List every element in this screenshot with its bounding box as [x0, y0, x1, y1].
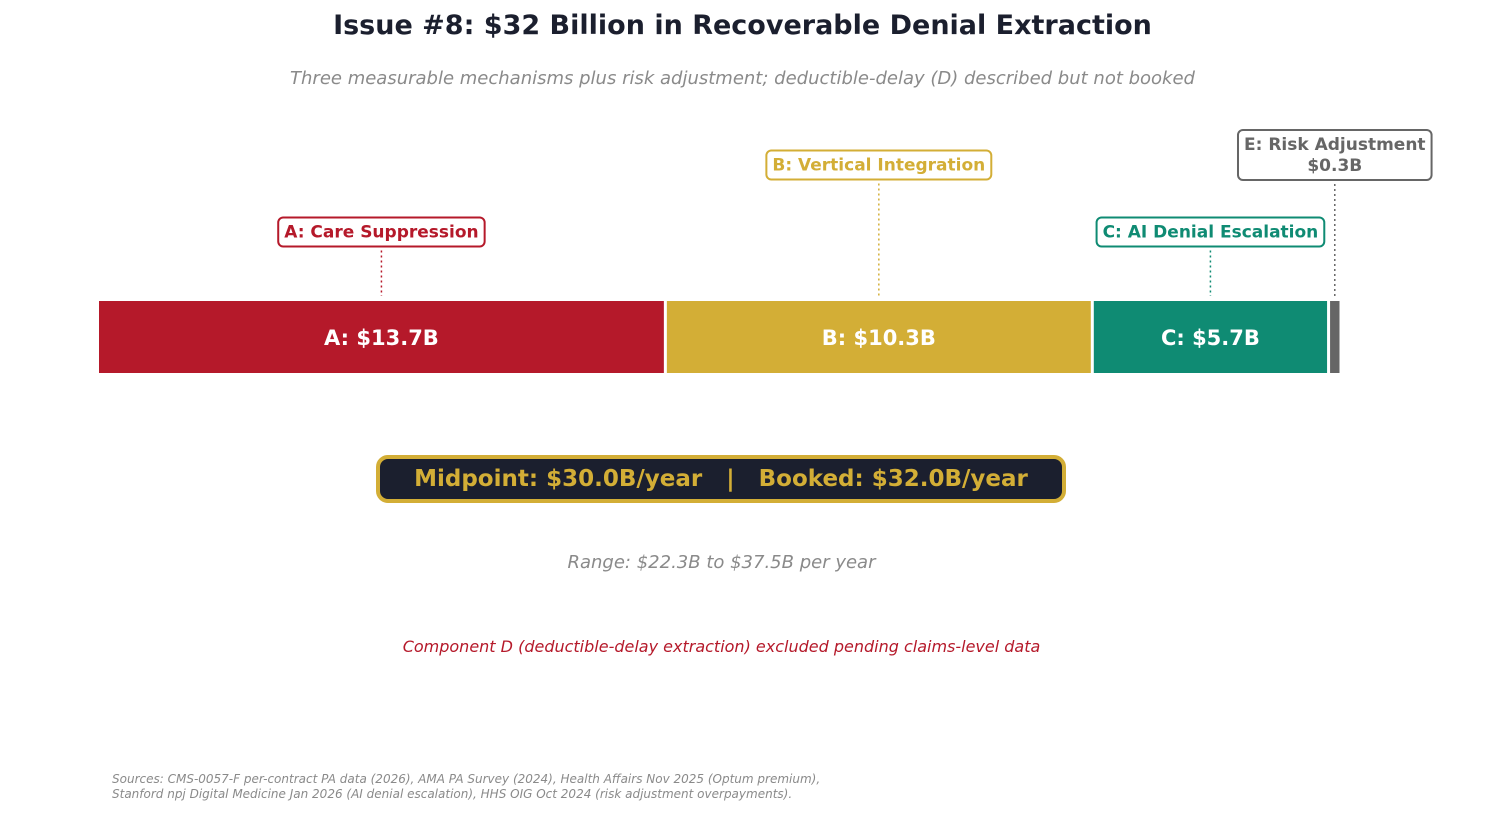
exclusion-note: Component D (deductible-delay extraction…	[402, 637, 1041, 656]
callout-text-a: A: Care Suppression	[284, 223, 478, 243]
midpoint-summary-box: Midpoint: $30.0B/year | Booked: $32.0B/y…	[376, 455, 1066, 503]
callout-box-b	[765, 149, 993, 181]
bar-segment-c	[1093, 301, 1328, 373]
range-text: Range: $22.3B to $37.5B per year	[567, 552, 876, 573]
callout-box-e	[1236, 129, 1433, 181]
callout-text-e: E: Risk Adjustment	[1244, 135, 1426, 155]
callout-e: E: Risk Adjustment$0.3B	[1236, 129, 1433, 296]
chart-subtitle: Three measurable mechanisms plus risk ad…	[290, 68, 1195, 89]
bar-segment-b	[666, 301, 1091, 373]
bar-segment-a	[99, 301, 664, 373]
bar-segment-e	[1330, 301, 1340, 373]
callout-text-c: C: AI Denial Escalation	[1103, 223, 1319, 243]
sources-line-2: Stanford npj Digital Medicine Jan 2026 (…	[112, 787, 793, 801]
sources-footnote: Sources: CMS-0057-F per-contract PA data…	[112, 772, 820, 802]
bar-label-a: A: $13.7B	[324, 326, 439, 350]
sources-line-1: Sources: CMS-0057-F per-contract PA data…	[112, 772, 821, 786]
stacked-bar-chart: A: $13.7B A: Care Suppression B: $10.3B B: …	[99, 129, 1433, 373]
chart-title: Issue #8: $32 Billion in Recoverable Den…	[333, 10, 1152, 41]
callout-c: C: AI Denial Escalation	[1095, 216, 1326, 296]
callout-text-b: B: Vertical Integration	[772, 156, 985, 176]
callout-box-c	[1095, 216, 1326, 248]
bar-label-c: C: $5.7B	[1161, 326, 1260, 350]
callout-box-a	[277, 216, 486, 248]
callout-text-e: $0.3B	[1307, 156, 1362, 176]
callout-b: B: Vertical Integration	[765, 149, 993, 296]
callout-a: A: Care Suppression	[277, 216, 486, 296]
bar-label-b: B: $10.3B	[822, 326, 936, 350]
